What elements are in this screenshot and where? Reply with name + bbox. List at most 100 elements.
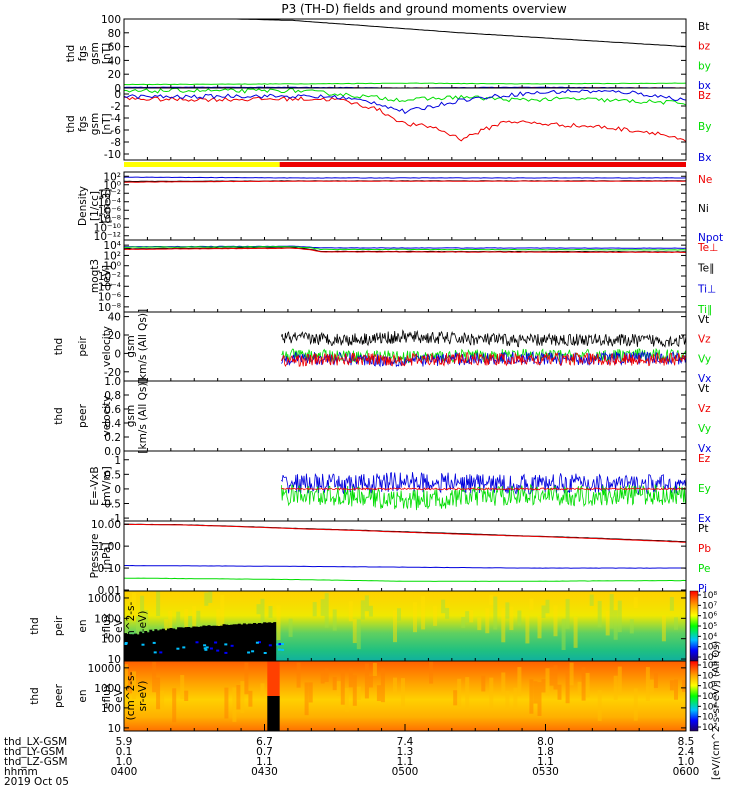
- spectrogram-streak: [465, 611, 469, 622]
- spectrogram-speck: [281, 643, 284, 645]
- legend-entry: Ni: [698, 203, 709, 215]
- spectrogram-streak: [582, 667, 586, 700]
- legend-entry: Ne: [698, 174, 712, 186]
- flag-bar: [124, 162, 686, 167]
- legend-entry: Pe: [698, 563, 710, 575]
- spectrogram-streak: [461, 617, 465, 628]
- y-axis-label: fgs: [77, 46, 89, 62]
- y-tick-label: 40: [108, 312, 121, 324]
- spectrogram-streak: [610, 594, 614, 629]
- spectrogram-speck: [224, 643, 227, 645]
- y-axis-label: E=-VxB: [89, 466, 101, 505]
- spectrogram-streak: [529, 599, 533, 610]
- legend-entry: Ey: [698, 483, 711, 495]
- spectrogram-streak: [321, 672, 325, 684]
- colorbar-tick-label: 10⁸: [702, 591, 717, 601]
- spectrogram-streak: [261, 683, 265, 696]
- spectrogram-peir_en_eflux: [124, 591, 686, 661]
- legend-entry: Ti⊥: [697, 283, 716, 295]
- spectrogram-streak: [485, 608, 489, 633]
- spectrogram-streak: [341, 670, 345, 705]
- spectrogram-streak: [393, 610, 397, 642]
- spectrogram-streak: [353, 619, 357, 643]
- spectrogram-streak: [554, 605, 558, 636]
- spectrogram-gap: [223, 624, 226, 661]
- y-axis-label: [nPa]: [101, 542, 113, 569]
- spectrogram-streak: [152, 662, 156, 692]
- spectrogram-streak: [441, 600, 445, 614]
- spectrogram-streak: [297, 663, 301, 688]
- spectrogram-streak: [305, 682, 309, 715]
- spectrogram-gap: [248, 624, 251, 661]
- spectrogram-streak: [674, 617, 678, 629]
- y-axis-label: fgs: [77, 116, 89, 132]
- spectrogram-streak: [538, 616, 542, 638]
- spectrogram-streak: [654, 673, 658, 688]
- x-axis-value: 0500: [392, 766, 419, 778]
- spectrogram-streak: [333, 609, 337, 630]
- y-axis-label: velocity: [101, 326, 113, 367]
- spectrogram-streak: [590, 595, 594, 606]
- spectrogram-streak: [357, 619, 361, 649]
- y-axis-label: thd: [29, 687, 41, 704]
- spectrogram-streak: [505, 691, 509, 709]
- spectrogram-streak: [397, 608, 401, 620]
- spectrogram-streak: [682, 680, 686, 692]
- y-axis-label: moqt3: [89, 259, 101, 293]
- legend-entry: Vt: [698, 314, 709, 326]
- spectrogram-streak: [413, 602, 417, 632]
- spectrogram-streak: [373, 663, 377, 676]
- spectrogram-streak: [501, 608, 505, 642]
- spectrogram-speck: [159, 651, 162, 653]
- spectrogram-streak: [192, 606, 196, 628]
- spectrogram-streak: [525, 616, 529, 644]
- spectrogram-gap: [266, 623, 269, 661]
- spectrogram-streak: [534, 681, 538, 703]
- spectrogram-streak: [477, 618, 481, 631]
- y-axis-label: en: [77, 619, 89, 632]
- spectrogram-streak: [546, 668, 550, 695]
- spectrogram-streak: [277, 605, 281, 640]
- spectrogram-speck: [203, 644, 206, 646]
- y-axis-label: gsm: [89, 42, 101, 64]
- y-axis-label: [nT]: [101, 113, 113, 134]
- spectrogram-speck: [210, 648, 213, 650]
- y-axis-label: (cm^2-s-: [125, 671, 137, 720]
- plot-title: P3 (TH-D) fields and ground moments over…: [281, 2, 566, 16]
- spectrogram-streak: [269, 606, 273, 618]
- y-tick-label: 80: [108, 28, 121, 40]
- spectrogram-speck: [214, 642, 217, 644]
- spectrogram-streak: [509, 606, 513, 630]
- y-axis-label: eflux: [101, 683, 113, 709]
- series-pressure-Pb: [124, 524, 686, 542]
- x-axis-value: 0400: [111, 766, 138, 778]
- spectrogram-streak: [457, 679, 461, 707]
- y-axis-label: sr-eV): [137, 681, 149, 712]
- y-tick-label: -8: [111, 137, 121, 149]
- y-axis-label: sr-eV): [137, 611, 149, 642]
- series-pressure-Pe: [124, 578, 686, 581]
- y-axis-label: thd: [65, 115, 77, 132]
- y-tick-label: 0: [114, 348, 121, 360]
- y-axis-label: Pressure: [89, 534, 101, 579]
- spectrogram-speck: [231, 645, 234, 647]
- y-axis-label: en: [77, 689, 89, 702]
- spectrogram-streak: [365, 595, 369, 611]
- legend-entry: Pt: [698, 523, 708, 535]
- spectrogram-streak: [634, 688, 638, 720]
- spectrogram-streak: [618, 601, 622, 633]
- spectrogram-streak: [349, 601, 353, 621]
- spectrogram-streak: [513, 688, 517, 709]
- y-tick-label: 10000: [88, 593, 121, 605]
- spectrogram-speck: [269, 644, 272, 646]
- spectrogram-streak: [361, 600, 365, 619]
- spectrogram-streak: [369, 676, 373, 687]
- y-axis-label: [nT]: [101, 43, 113, 64]
- legend-entry: Te∥: [697, 263, 714, 275]
- spectrogram-streak: [220, 595, 224, 629]
